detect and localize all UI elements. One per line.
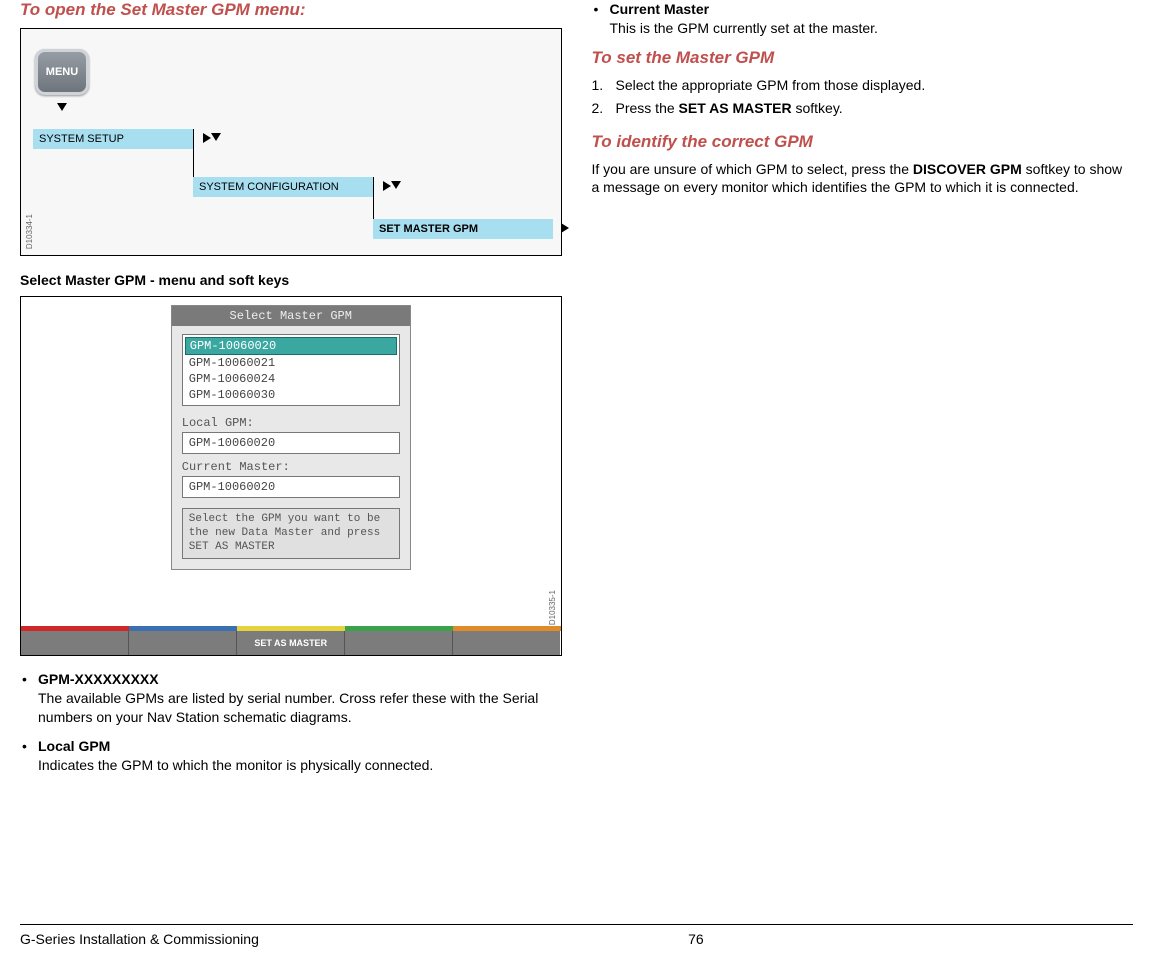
footer-page-number: 76 xyxy=(259,931,1133,947)
arrow-right-icon xyxy=(561,223,569,233)
gpm-listbox[interactable]: GPM-10060020 GPM-10060021 GPM-10060024 G… xyxy=(182,334,400,406)
softkey-1[interactable] xyxy=(21,631,128,655)
menu-item-system-setup[interactable]: SYSTEM SETUP xyxy=(33,129,193,149)
list-item[interactable]: GPM-10060020 xyxy=(185,337,397,355)
page-footer: G-Series Installation & Commissioning 76 xyxy=(20,924,1133,947)
bullet-current-master: Current Master This is the GPM currently… xyxy=(592,0,1134,38)
softkey-set-as-master[interactable]: SET AS MASTER xyxy=(236,631,344,655)
bullet-text: The available GPMs are listed by serial … xyxy=(38,690,538,725)
arrow-down-icon xyxy=(391,181,401,189)
value-local-gpm: GPM-10060020 xyxy=(182,432,400,454)
menu-button[interactable]: MENU xyxy=(35,49,89,95)
menu-item-system-configuration[interactable]: SYSTEM CONFIGURATION xyxy=(193,177,373,197)
bullet-title: Local GPM xyxy=(38,738,110,754)
dialog-select-master-gpm: Select Master GPM GPM-10060020 GPM-10060… xyxy=(171,305,411,570)
menu-item-set-master-gpm[interactable]: SET MASTER GPM xyxy=(373,219,553,239)
heading-identify-correct-gpm: To identify the correct GPM xyxy=(592,132,1134,152)
step-select-gpm: Select the appropriate GPM from those di… xyxy=(592,76,1134,95)
softkey-5[interactable] xyxy=(452,631,560,655)
heading-set-master-gpm: To set the Master GPM xyxy=(592,48,1134,68)
softkey-bar: SET AS MASTER xyxy=(21,631,561,655)
arrow-down-icon xyxy=(57,103,67,111)
subhead-select-master: Select Master GPM - menu and soft keys xyxy=(20,272,562,288)
figure-code: D10334-1 xyxy=(25,214,34,249)
bullet-title: Current Master xyxy=(610,1,710,17)
bullet-gpm-serial: GPM-XXXXXXXXX The available GPMs are lis… xyxy=(20,670,562,727)
label-local-gpm: Local GPM: xyxy=(182,416,400,430)
step-text-bold: SET AS MASTER xyxy=(679,100,792,116)
dialog-title: Select Master GPM xyxy=(172,306,410,326)
bullet-text: Indicates the GPM to which the monitor i… xyxy=(38,757,433,773)
step-text-pre: Press the xyxy=(616,100,679,116)
softkey-2[interactable] xyxy=(128,631,236,655)
bullet-local-gpm: Local GPM Indicates the GPM to which the… xyxy=(20,737,562,775)
softkey-4[interactable] xyxy=(344,631,452,655)
arrow-right-icon xyxy=(203,133,211,143)
screenshot-select-master-gpm: Select Master GPM GPM-10060020 GPM-10060… xyxy=(20,296,562,656)
para-identify-gpm: If you are unsure of which GPM to select… xyxy=(592,160,1134,198)
para-bold: DISCOVER GPM xyxy=(913,161,1022,177)
label-current-master: Current Master: xyxy=(182,460,400,474)
bullet-title: GPM-XXXXXXXXX xyxy=(38,671,159,687)
footer-doc-title: G-Series Installation & Commissioning xyxy=(20,931,259,947)
bullet-text: This is the GPM currently set at the mas… xyxy=(610,20,878,36)
value-current-master: GPM-10060020 xyxy=(182,476,400,498)
step-press-set-as-master: Press the SET AS MASTER softkey. xyxy=(592,99,1134,118)
para-pre: If you are unsure of which GPM to select… xyxy=(592,161,913,177)
step-text: Select the appropriate GPM from those di… xyxy=(616,77,926,93)
step-text-post: softkey. xyxy=(792,100,843,116)
menu-path-diagram: MENU SYSTEM SETUP SYSTEM CONFIGURATION S… xyxy=(20,28,562,256)
heading-open-menu: To open the Set Master GPM menu: xyxy=(20,0,562,20)
arrow-right-icon xyxy=(383,181,391,191)
list-item[interactable]: GPM-10060021 xyxy=(185,355,397,371)
list-item[interactable]: GPM-10060030 xyxy=(185,387,397,403)
dialog-hint: Select the GPM you want to be the new Da… xyxy=(182,508,400,559)
list-item[interactable]: GPM-10060024 xyxy=(185,371,397,387)
arrow-down-icon xyxy=(211,133,221,141)
figure-code: D10335-1 xyxy=(548,590,557,625)
